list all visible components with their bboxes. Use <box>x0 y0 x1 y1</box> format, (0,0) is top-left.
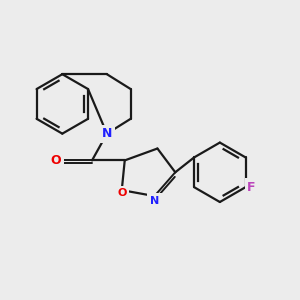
Text: O: O <box>117 188 127 198</box>
Text: F: F <box>247 181 256 194</box>
Text: N: N <box>102 127 112 140</box>
Text: O: O <box>50 154 61 167</box>
Text: N: N <box>150 196 159 206</box>
